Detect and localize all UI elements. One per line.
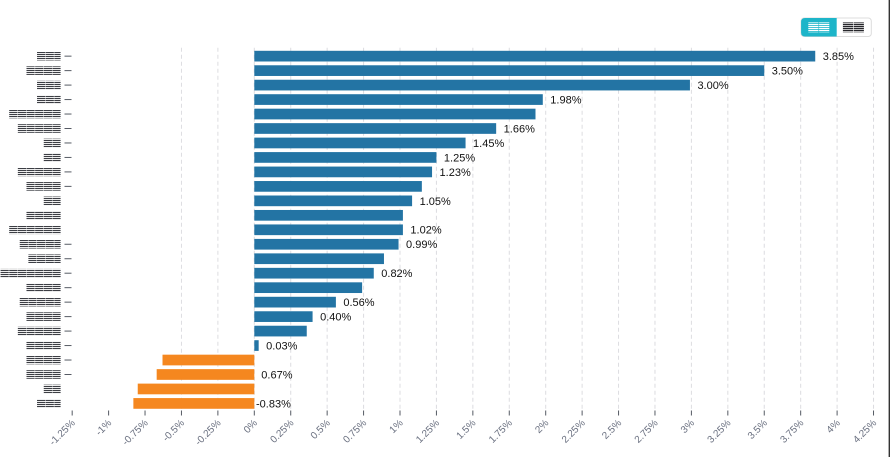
svg-text:0.56%: 0.56% — [343, 297, 374, 309]
svg-text:0.99%: 0.99% — [406, 239, 437, 251]
svg-text:0.03%: 0.03% — [266, 340, 297, 352]
svg-text:0.40%: 0.40% — [320, 312, 351, 324]
svg-text:-0.83%: -0.83% — [256, 398, 291, 410]
svg-text:3.85%: 3.85% — [823, 51, 854, 63]
svg-text:3.50%: 3.50% — [772, 66, 803, 78]
svg-text:1.66%: 1.66% — [504, 123, 535, 135]
svg-text:1.02%: 1.02% — [410, 225, 441, 237]
svg-text:1.98%: 1.98% — [550, 94, 581, 106]
svg-text:1.05%: 1.05% — [420, 196, 451, 208]
svg-text:0.82%: 0.82% — [381, 268, 412, 280]
svg-text:1.23%: 1.23% — [440, 167, 471, 179]
svg-text:1.25%: 1.25% — [444, 152, 475, 164]
svg-text:3.00%: 3.00% — [697, 80, 728, 92]
svg-text:0.67%: 0.67% — [261, 369, 292, 381]
svg-text:1.45%: 1.45% — [473, 138, 504, 150]
